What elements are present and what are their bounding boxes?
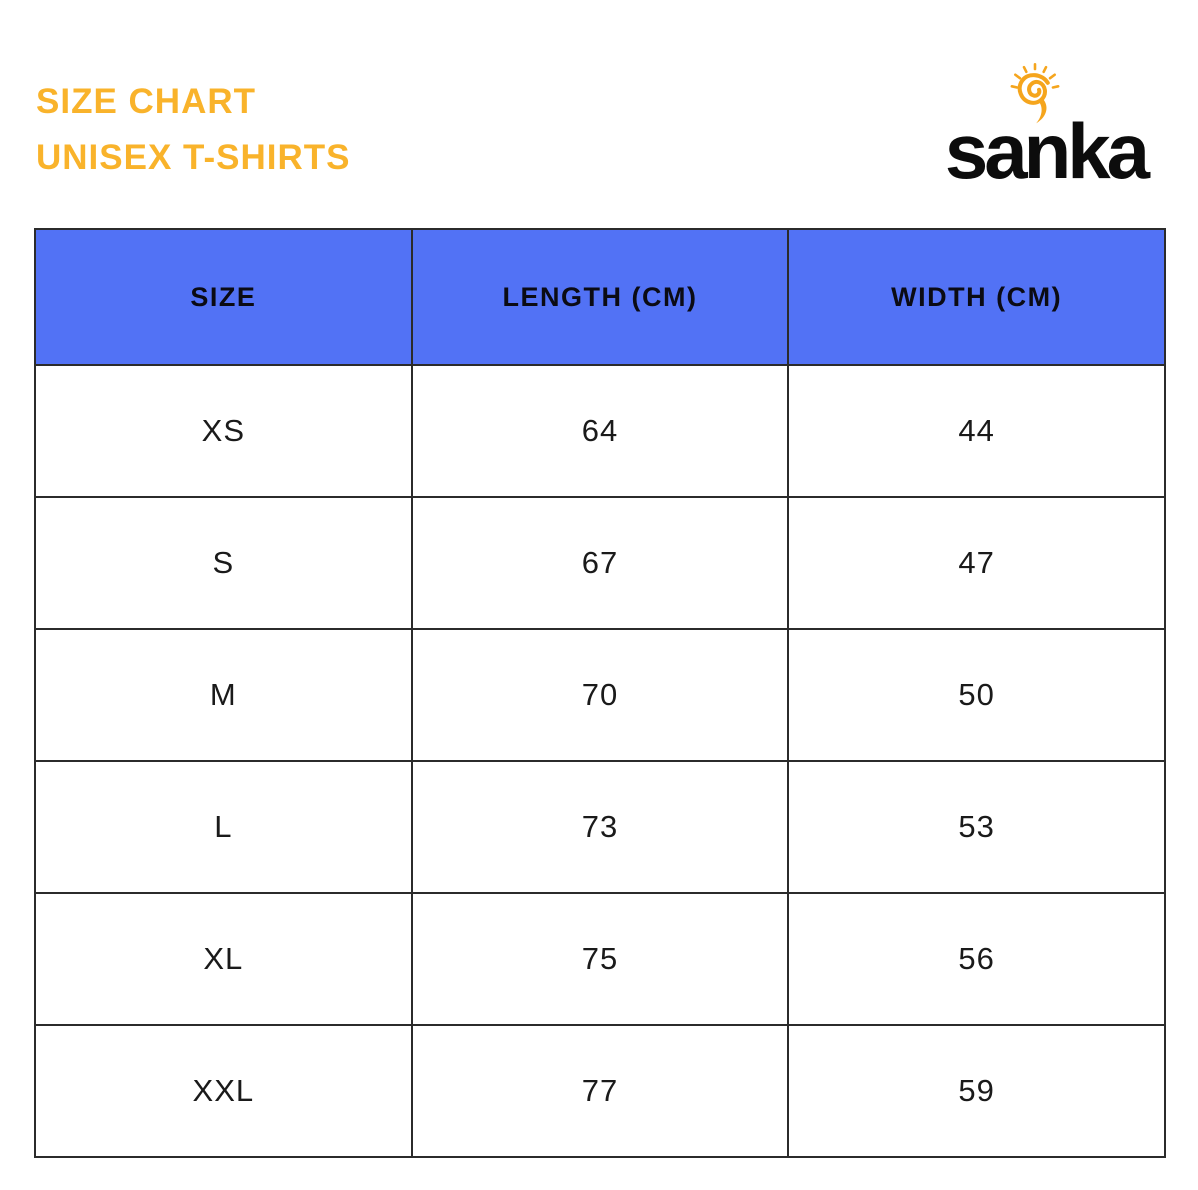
- brand-name: sanka: [944, 107, 1150, 195]
- table-cell: 59: [787, 1024, 1166, 1158]
- table-cell: 70: [410, 628, 790, 762]
- brand-logo: sanka: [944, 62, 1150, 195]
- table-row: XS 64 44: [34, 364, 1166, 498]
- table-row: XL 75 56: [34, 892, 1166, 1026]
- title-line-1: SIZE CHART: [36, 82, 256, 121]
- table-cell: 47: [787, 496, 1166, 630]
- table-cell: 75: [410, 892, 790, 1026]
- table-cell: 44: [787, 364, 1166, 498]
- table-cell: XXL: [34, 1024, 413, 1158]
- page-title: SIZE CHART UNISEX T-SHIRTS: [36, 74, 350, 186]
- table-cell: 50: [787, 628, 1166, 762]
- size-chart-table: SIZE LENGTH (CM) WIDTH (CM) XS 64 44 S 67 47 M 70…: [34, 228, 1166, 1158]
- table-row: L 73 53: [34, 760, 1166, 894]
- table-cell: 73: [410, 760, 790, 894]
- table-row: XXL 77 59: [34, 1024, 1166, 1158]
- title-line-2: UNISEX T-SHIRTS: [36, 138, 351, 177]
- column-header: SIZE: [34, 228, 413, 366]
- table-cell: XS: [34, 364, 413, 498]
- table-body: XS 64 44 S 67 47 M 70 50 L 73 53 XL 75 56 XXL 77 59: [34, 364, 1166, 1158]
- sun-spiral-icon: [1010, 63, 1060, 124]
- table-row: M 70 50: [34, 628, 1166, 762]
- table-cell: M: [34, 628, 413, 762]
- table-cell: 64: [410, 364, 790, 498]
- page-header: SIZE CHART UNISEX T-SHIRTS sanka: [0, 0, 1198, 190]
- table-header-row: SIZE LENGTH (CM) WIDTH (CM): [34, 228, 1166, 366]
- table-row: S 67 47: [34, 496, 1166, 630]
- table-cell: 53: [787, 760, 1166, 894]
- table-cell: S: [34, 496, 413, 630]
- table-cell: 56: [787, 892, 1166, 1026]
- column-header: LENGTH (CM): [410, 228, 790, 366]
- table-head: SIZE LENGTH (CM) WIDTH (CM): [34, 228, 1166, 366]
- table-cell: XL: [34, 892, 413, 1026]
- table-cell: L: [34, 760, 413, 894]
- column-header: WIDTH (CM): [787, 228, 1166, 366]
- table-cell: 67: [410, 496, 790, 630]
- table-cell: 77: [410, 1024, 790, 1158]
